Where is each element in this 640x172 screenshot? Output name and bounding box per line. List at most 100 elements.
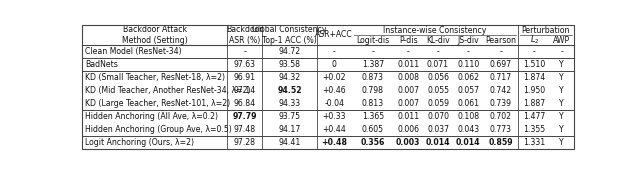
Text: 94.41: 94.41 — [278, 138, 301, 147]
Text: 0.011: 0.011 — [397, 112, 419, 121]
Text: Hidden Anchoring (Group Ave, λ=0.5): Hidden Anchoring (Group Ave, λ=0.5) — [86, 125, 232, 134]
Text: 0.062: 0.062 — [458, 73, 479, 82]
Text: Global Consistency
Top-1 ACC (%): Global Consistency Top-1 ACC (%) — [252, 25, 326, 45]
Text: Logit-dis: Logit-dis — [356, 36, 390, 45]
Text: ASR+ACC: ASR+ACC — [316, 30, 353, 39]
Text: +0.48: +0.48 — [321, 138, 347, 147]
Text: +0.44: +0.44 — [323, 125, 346, 134]
Text: 0.697: 0.697 — [490, 60, 511, 69]
Text: Logit Anchoring (Ours, λ=2): Logit Anchoring (Ours, λ=2) — [86, 138, 195, 147]
Text: 0.014: 0.014 — [426, 138, 451, 147]
Text: 0.055: 0.055 — [427, 86, 449, 95]
Text: BadNets: BadNets — [86, 60, 118, 69]
Text: 0.813: 0.813 — [362, 99, 384, 108]
Text: JS-div: JS-div — [458, 36, 479, 45]
Text: KL-div: KL-div — [426, 36, 450, 45]
Text: Hidden Anchoring (All Ave, λ=0.2): Hidden Anchoring (All Ave, λ=0.2) — [86, 112, 218, 121]
Text: Instance-wise Consistency: Instance-wise Consistency — [383, 26, 486, 35]
Text: 93.58: 93.58 — [278, 60, 300, 69]
Text: Y: Y — [559, 60, 564, 69]
Text: P-dis: P-dis — [399, 36, 417, 45]
Text: 0.873: 0.873 — [362, 73, 384, 82]
Text: 97.63: 97.63 — [234, 60, 256, 69]
Text: 0.011: 0.011 — [397, 60, 419, 69]
Text: -: - — [436, 47, 440, 56]
Text: 1.387: 1.387 — [362, 60, 384, 69]
Text: -: - — [532, 47, 536, 56]
Text: $L_2$: $L_2$ — [529, 34, 539, 46]
Text: 0.773: 0.773 — [490, 125, 511, 134]
Text: -: - — [467, 47, 470, 56]
Text: Backdoor Attack
Method (Setting): Backdoor Attack Method (Setting) — [122, 25, 188, 45]
Text: 1.365: 1.365 — [362, 112, 384, 121]
Text: 0.008: 0.008 — [397, 73, 419, 82]
Text: 1.950: 1.950 — [523, 86, 545, 95]
Text: 0.742: 0.742 — [490, 86, 511, 95]
Text: 1.874: 1.874 — [523, 73, 545, 82]
Text: 0.859: 0.859 — [488, 138, 513, 147]
Text: 94.52: 94.52 — [277, 86, 302, 95]
Text: 0.056: 0.056 — [427, 73, 449, 82]
Text: 0: 0 — [332, 60, 337, 69]
Text: 0.108: 0.108 — [458, 112, 479, 121]
Text: 0.356: 0.356 — [361, 138, 385, 147]
Text: 94.17: 94.17 — [278, 125, 301, 134]
Text: -: - — [561, 47, 563, 56]
Text: Y: Y — [559, 125, 564, 134]
Text: 0.702: 0.702 — [490, 112, 511, 121]
Text: Perturbation: Perturbation — [522, 26, 570, 35]
Text: AWP: AWP — [553, 36, 570, 45]
Text: -0.04: -0.04 — [324, 99, 344, 108]
Text: -: - — [243, 47, 246, 56]
Text: 0.717: 0.717 — [490, 73, 511, 82]
Text: -: - — [499, 47, 502, 56]
Text: +0.02: +0.02 — [323, 73, 346, 82]
Text: +0.46: +0.46 — [323, 86, 346, 95]
Text: KD (Large Teacher, ResNet-101, λ=2): KD (Large Teacher, ResNet-101, λ=2) — [86, 99, 230, 108]
Text: 0.014: 0.014 — [456, 138, 481, 147]
Text: -: - — [333, 47, 335, 56]
Text: Y: Y — [559, 86, 564, 95]
Text: Y: Y — [559, 99, 564, 108]
Text: Backdoor
ASR (%): Backdoor ASR (%) — [227, 25, 263, 45]
Text: KD (Small Teacher, ResNet-18, λ=2): KD (Small Teacher, ResNet-18, λ=2) — [86, 73, 225, 82]
Text: 1.355: 1.355 — [523, 125, 545, 134]
Text: 97.14: 97.14 — [234, 86, 256, 95]
Text: Y: Y — [559, 112, 564, 121]
Text: 0.798: 0.798 — [362, 86, 384, 95]
Text: 0.057: 0.057 — [458, 86, 479, 95]
Text: Y: Y — [559, 73, 564, 82]
Text: 0.739: 0.739 — [490, 99, 511, 108]
Text: 97.28: 97.28 — [234, 138, 256, 147]
Text: -: - — [407, 47, 410, 56]
Text: 97.48: 97.48 — [234, 125, 256, 134]
Text: 0.003: 0.003 — [396, 138, 420, 147]
Text: 94.72: 94.72 — [278, 47, 301, 56]
Text: 1.510: 1.510 — [523, 60, 545, 69]
Text: Y: Y — [559, 138, 564, 147]
Text: 0.061: 0.061 — [458, 99, 479, 108]
Text: 94.33: 94.33 — [278, 99, 301, 108]
Text: 0.605: 0.605 — [362, 125, 384, 134]
Text: +0.33: +0.33 — [323, 112, 346, 121]
Text: 96.91: 96.91 — [234, 73, 256, 82]
Text: 0.006: 0.006 — [397, 125, 419, 134]
Text: 0.071: 0.071 — [427, 60, 449, 69]
Text: 1.477: 1.477 — [523, 112, 545, 121]
Text: 94.32: 94.32 — [278, 73, 301, 82]
Text: 0.043: 0.043 — [458, 125, 479, 134]
Text: 1.887: 1.887 — [523, 99, 545, 108]
Text: 0.059: 0.059 — [427, 99, 449, 108]
Text: Clean Model (ResNet-34): Clean Model (ResNet-34) — [86, 47, 182, 56]
Text: 97.79: 97.79 — [232, 112, 257, 121]
Text: 0.070: 0.070 — [427, 112, 449, 121]
Text: 96.84: 96.84 — [234, 99, 256, 108]
Text: KD (Mid Teacher, Another ResNet-34, λ=2): KD (Mid Teacher, Another ResNet-34, λ=2) — [86, 86, 251, 95]
Text: 0.110: 0.110 — [458, 60, 479, 69]
Text: 93.75: 93.75 — [278, 112, 300, 121]
Text: Pearson: Pearson — [485, 36, 516, 45]
Text: 0.007: 0.007 — [397, 86, 419, 95]
Text: 0.007: 0.007 — [397, 99, 419, 108]
Text: 1.331: 1.331 — [523, 138, 545, 147]
Text: -: - — [372, 47, 374, 56]
